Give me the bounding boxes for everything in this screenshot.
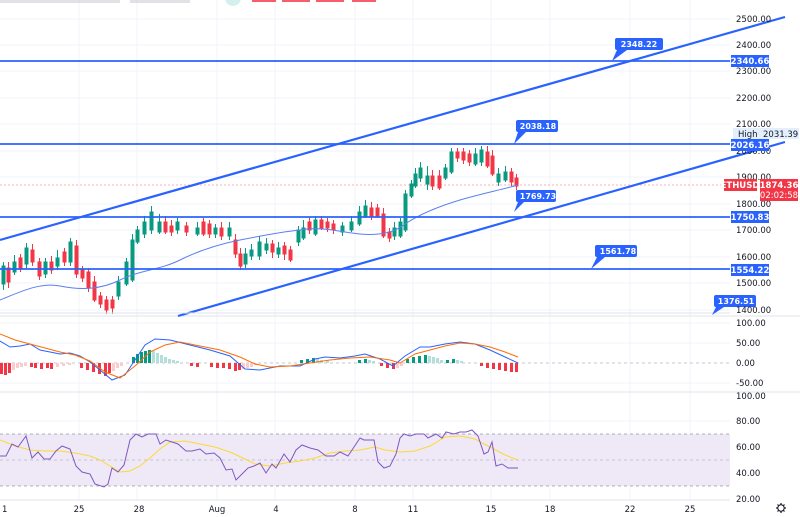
svg-text:80.00: 80.00 [736,417,760,427]
svg-text:2000.00: 2000.00 [736,147,771,157]
level-tag-1750: 1750.83 [731,211,770,223]
time-axis[interactable]: 1 25 28 Aug 4 8 11 15 18 22 25 [2,505,695,515]
svg-text:2100.00: 2100.00 [736,120,771,130]
svg-text:40.00: 40.00 [736,469,760,479]
trendlines[interactable] [0,15,786,318]
svg-text:2200.00: 2200.00 [736,94,771,104]
svg-text:High: High [738,130,758,140]
moving-average-line [0,184,519,301]
horizontal-levels[interactable] [0,60,730,270]
svg-text:2340.66: 2340.66 [731,57,770,67]
svg-text:20.00: 20.00 [736,495,760,505]
macd-pane[interactable] [0,333,730,381]
svg-text:1554.22: 1554.22 [731,266,770,276]
svg-text:1400.00: 1400.00 [736,306,771,316]
gear-icon[interactable] [776,503,786,513]
svg-text:Aug: Aug [209,505,226,515]
current-price-tag: ETHUSD 1874.36 02:02:58 [721,179,799,201]
svg-text:ETHUSD: ETHUSD [721,181,760,191]
svg-text:100.00: 100.00 [736,392,766,402]
svg-text:11: 11 [408,505,419,515]
svg-text:15: 15 [486,505,497,515]
callout-1769[interactable]: 1769.73 [514,190,556,212]
callout-label: 1769.73 [520,192,556,201]
svg-text:2300.00: 2300.00 [736,67,771,77]
level-tag-2026: 2026.16 [731,139,770,151]
svg-text:25: 25 [74,505,85,515]
svg-text:0.00: 0.00 [736,359,755,369]
callout-label: 1376.51 [718,297,755,306]
svg-text:1900.00: 1900.00 [736,173,771,183]
svg-text:2031.39: 2031.39 [763,130,798,140]
rsi-pane[interactable] [0,429,730,488]
callout-2348[interactable]: 2348.22 [612,38,663,61]
svg-text:1500.00: 1500.00 [736,279,771,289]
callout-label: 2038.18 [520,122,557,131]
svg-text:2026.16: 2026.16 [731,141,770,151]
svg-text:-50.00: -50.00 [736,379,763,389]
svg-text:2400.00: 2400.00 [736,41,771,51]
svg-text:28: 28 [134,505,145,515]
rsi-ma-line [0,435,519,473]
svg-text:22: 22 [625,505,636,515]
svg-text:1700.00: 1700.00 [736,226,771,236]
svg-text:2500.00: 2500.00 [736,15,771,25]
svg-text:100.00: 100.00 [736,319,766,329]
level-tag-2340: 2340.66 [731,55,770,67]
callout-label: 1561.78 [600,247,637,256]
callout-1376[interactable]: 1376.51 [712,295,756,315]
svg-text:1874.36: 1874.36 [760,181,799,191]
svg-text:1600.00: 1600.00 [736,253,771,263]
svg-text:1: 1 [2,505,7,515]
callout-label: 2348.22 [621,40,657,49]
svg-text:60.00: 60.00 [736,443,760,453]
svg-text:1800.00: 1800.00 [736,200,771,210]
callout-1561[interactable]: 1561.78 [591,245,637,269]
rsi-line [0,429,518,488]
level-tag-1554: 1554.22 [731,264,770,276]
macd-histogram [0,350,518,376]
rsi-axis[interactable]: 100.00 80.00 60.00 40.00 20.00 [736,392,766,505]
macd-axis[interactable]: 100.00 50.00 0.00 -50.00 [736,319,766,389]
legend-strip [0,0,376,6]
svg-text:18: 18 [545,505,556,515]
svg-text:8: 8 [352,505,357,515]
svg-text:4: 4 [273,505,278,515]
macd-line [0,338,519,381]
candlesticks [1,146,519,314]
svg-text:02:02:58: 02:02:58 [760,191,798,201]
signal-line [0,333,519,379]
callout-2038[interactable]: 2038.18 [514,120,558,144]
price-axis[interactable]: 2500.00 2400.00 2300.00 2200.00 2100.00 … [736,15,771,316]
svg-text:1750.83: 1750.83 [731,213,770,223]
svg-text:50.00: 50.00 [736,339,760,349]
high-marker: High 2031.39 [733,128,799,140]
svg-text:25: 25 [685,505,696,515]
